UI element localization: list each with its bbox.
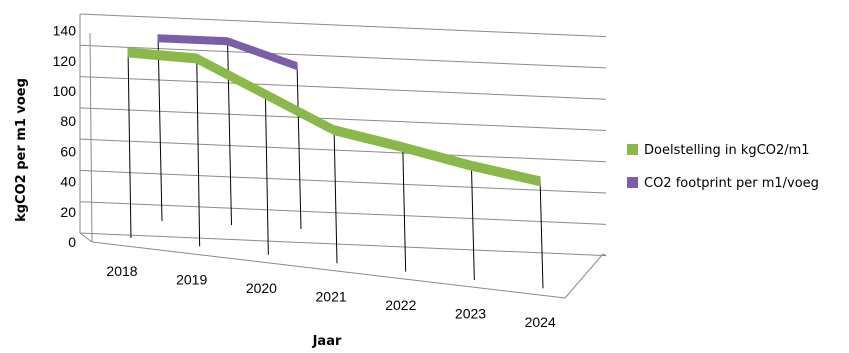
value-axis (89, 32, 93, 243)
floor-back-right (602, 253, 607, 257)
gridline (79, 232, 607, 257)
y-tick-label: 0 (68, 234, 76, 250)
x-tick-label: 2020 (246, 280, 277, 296)
x-tick-label: 2024 (525, 314, 556, 330)
x-tick-labels: 2018 2019 2020 2021 2022 2023 2024 (106, 263, 556, 330)
gridline (79, 201, 607, 225)
y-tick-label: 80 (60, 113, 76, 129)
y-tick-label: 120 (53, 53, 77, 69)
series-ribbon-footprint (157, 34, 298, 71)
drop-line (127, 47, 132, 239)
axes (79, 14, 607, 299)
gridline (79, 169, 607, 194)
legend-label-footprint: CO2 footprint per m1/voeg (644, 176, 819, 191)
y-tick-label: 100 (53, 83, 77, 99)
x-axis-title: Jaar (312, 334, 342, 349)
x-tick-label: 2019 (176, 272, 207, 288)
side-wall-edge (79, 232, 93, 243)
y-tick-label: 60 (60, 143, 76, 159)
x-tick-label: 2021 (316, 289, 347, 305)
legend-label-doelstelling: Doelstelling in kgCO2/m1 (644, 143, 810, 158)
legend-swatch-doelstelling (627, 144, 638, 155)
drop-line (196, 54, 201, 247)
y-axis-title: kgCO2 per m1 voeg (14, 78, 29, 222)
drop-lines (127, 34, 544, 289)
drop-line (402, 142, 407, 272)
gridline (79, 76, 607, 100)
floor-front-edge (91, 241, 566, 299)
legend-swatch-footprint (627, 177, 638, 188)
gridline (79, 107, 607, 131)
y-tick-label: 20 (60, 204, 76, 220)
drop-line (296, 62, 302, 230)
drop-line (333, 125, 338, 264)
series-ribbon-doelstelling (127, 47, 541, 187)
drop-line (227, 37, 232, 226)
y-tick-labels: 0 20 40 60 80 100 120 140 (53, 23, 77, 250)
y-tick-label: 40 (60, 174, 76, 190)
drop-line (157, 34, 163, 222)
gridlines (79, 13, 607, 257)
x-tick-label: 2023 (455, 306, 486, 322)
drop-line (470, 161, 475, 281)
gridline (79, 13, 607, 38)
gridline (79, 44, 607, 69)
legend: Doelstelling in kgCO2/m1 CO2 footprint p… (627, 143, 819, 191)
y-tick-label: 140 (53, 23, 77, 39)
x-tick-label: 2018 (106, 263, 137, 279)
gridline (79, 138, 607, 163)
drop-line (264, 89, 269, 255)
floor-right-edge (564, 253, 604, 299)
x-tick-label: 2022 (385, 297, 416, 313)
drop-line (539, 176, 544, 289)
series-ribbons (127, 34, 541, 187)
